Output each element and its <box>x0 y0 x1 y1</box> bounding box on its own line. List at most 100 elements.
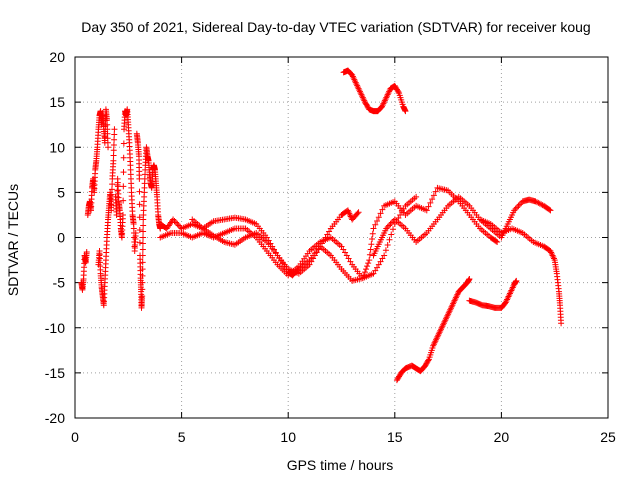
data-point <box>109 181 116 188</box>
plot-frame <box>74 56 609 419</box>
data-point <box>366 257 373 264</box>
data-point <box>110 157 117 164</box>
data-point <box>374 217 381 224</box>
x-tick-label: 15 <box>387 429 403 445</box>
data-point <box>381 252 388 259</box>
data-point <box>108 191 115 198</box>
data-point <box>111 126 118 133</box>
data-point <box>114 193 121 200</box>
x-tick-label: 10 <box>280 429 296 445</box>
series-arc-early-2 <box>84 106 112 218</box>
data-point <box>113 211 120 218</box>
data-point <box>139 293 146 300</box>
data-point <box>368 241 375 248</box>
data-point <box>111 136 118 143</box>
data-point <box>370 225 377 232</box>
data-point <box>326 228 333 235</box>
data-point <box>369 230 376 237</box>
data-point <box>370 270 377 277</box>
data-point <box>359 275 366 282</box>
data-point <box>547 207 554 214</box>
data-point <box>515 202 522 209</box>
data-point <box>375 214 382 221</box>
data-point <box>315 246 322 253</box>
data-point <box>110 141 117 148</box>
data-point <box>425 203 432 210</box>
data-point <box>343 252 350 259</box>
data-point <box>139 246 146 253</box>
data-point <box>139 272 146 279</box>
data-point <box>558 320 565 327</box>
y-tick-label: -5 <box>53 275 66 291</box>
x-tick-label: 25 <box>600 429 616 445</box>
data-point <box>120 154 127 161</box>
data-point <box>363 266 370 273</box>
series-arc-early-5 <box>133 130 164 311</box>
series-arc-high <box>340 67 409 115</box>
y-tick-label: 20 <box>49 49 65 65</box>
data-point <box>140 234 147 241</box>
data-point <box>120 169 127 176</box>
data-point <box>136 214 143 221</box>
x-axis-label: GPS time / hours <box>287 457 394 473</box>
data-point <box>388 219 395 226</box>
data-point <box>374 264 381 271</box>
data-point <box>313 249 320 256</box>
data-point <box>384 242 391 249</box>
data-point <box>372 221 379 228</box>
data-point <box>367 246 374 253</box>
data-point <box>347 258 354 265</box>
series-arc-low-2 <box>466 277 520 311</box>
data-point <box>140 222 147 229</box>
data-point <box>423 207 430 214</box>
data-point <box>136 201 143 208</box>
data-point <box>119 211 126 218</box>
x-tick-label: 0 <box>71 429 79 445</box>
y-tick-label: -15 <box>45 365 65 381</box>
data-point <box>365 260 372 267</box>
data-point <box>427 199 434 206</box>
series-arc-main-3 <box>189 184 501 284</box>
data-point <box>140 228 147 235</box>
data-point <box>354 210 361 217</box>
data-point <box>136 188 143 195</box>
data-point <box>375 261 382 268</box>
data-point <box>139 286 146 293</box>
data-point <box>342 249 349 256</box>
data-point <box>425 357 432 364</box>
data-point <box>388 231 395 238</box>
data-point <box>432 188 439 195</box>
data-point <box>514 204 521 211</box>
data-point <box>120 183 127 190</box>
data-point <box>379 206 386 213</box>
data-point <box>377 210 384 217</box>
data-point <box>174 220 181 227</box>
data-point <box>102 134 109 141</box>
tick-labels: 0 5 10 15 20 25 -20 -15 -10 -5 0 5 10 15 20 <box>45 49 616 445</box>
y-tick-label: 5 <box>57 184 65 200</box>
series-arc-early-4 <box>112 106 139 255</box>
data-point <box>132 229 139 236</box>
data-point <box>105 144 112 151</box>
data-point <box>120 140 127 147</box>
data-point <box>361 269 368 276</box>
series-arc-low-1 <box>393 276 473 384</box>
data-point <box>513 277 520 284</box>
y-tick-label: 10 <box>49 139 65 155</box>
data-point <box>136 175 143 182</box>
x-tick-label: 5 <box>178 429 186 445</box>
data-point <box>139 266 146 273</box>
y-tick-label: -20 <box>45 410 65 426</box>
data-point <box>430 192 437 199</box>
data-point <box>110 152 117 159</box>
data-point <box>120 197 127 204</box>
data-point <box>108 202 115 209</box>
data-point <box>338 243 345 250</box>
y-tick-label: 15 <box>49 94 65 110</box>
data-point <box>136 226 143 233</box>
data-point <box>139 252 146 259</box>
data-point <box>402 108 409 115</box>
data-point <box>111 131 118 138</box>
data-point <box>345 255 352 262</box>
